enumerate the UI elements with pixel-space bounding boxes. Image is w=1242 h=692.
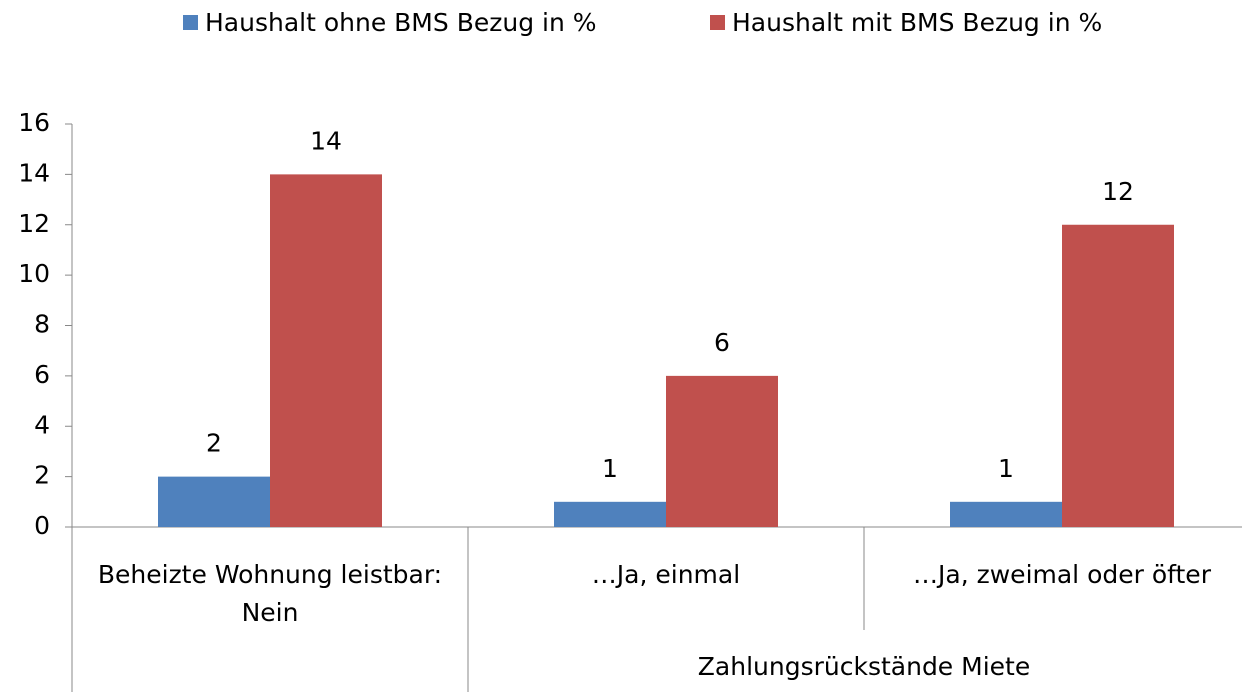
legend-label: Haushalt mit BMS Bezug in %	[732, 8, 1102, 37]
y-tick-label: 10	[18, 259, 50, 288]
data-label: 14	[310, 126, 342, 155]
y-tick-label: 12	[18, 209, 50, 238]
y-tick-label: 16	[18, 108, 50, 137]
bar	[950, 501, 1062, 527]
bar	[158, 476, 270, 527]
data-label: 12	[1102, 177, 1134, 206]
data-label: 6	[714, 328, 730, 357]
y-tick-label: 0	[34, 511, 50, 540]
legend-swatch	[183, 15, 198, 30]
legend-swatch	[710, 15, 725, 30]
bar	[270, 174, 382, 527]
bar	[666, 375, 778, 527]
x-tick-label: Beheizte Wohnung leistbar: Nein	[97, 560, 443, 627]
y-tick-label: 14	[18, 158, 50, 187]
x-tick-label: …Ja, zweimal oder öfter	[913, 560, 1211, 589]
x-tick-label: …Ja, einmal	[591, 560, 741, 589]
legend-label: Haushalt ohne BMS Bezug in %	[205, 8, 597, 37]
data-label: 2	[206, 429, 222, 458]
data-label: 1	[998, 454, 1014, 483]
group-label: Zahlungsrückstände Miete	[697, 652, 1031, 681]
data-label: 1	[602, 454, 618, 483]
y-tick-label: 8	[34, 310, 50, 339]
bar	[1062, 224, 1174, 527]
y-tick-label: 4	[34, 410, 50, 439]
y-tick-label: 2	[34, 461, 50, 490]
bar	[554, 501, 666, 527]
y-tick-label: 6	[34, 360, 50, 389]
